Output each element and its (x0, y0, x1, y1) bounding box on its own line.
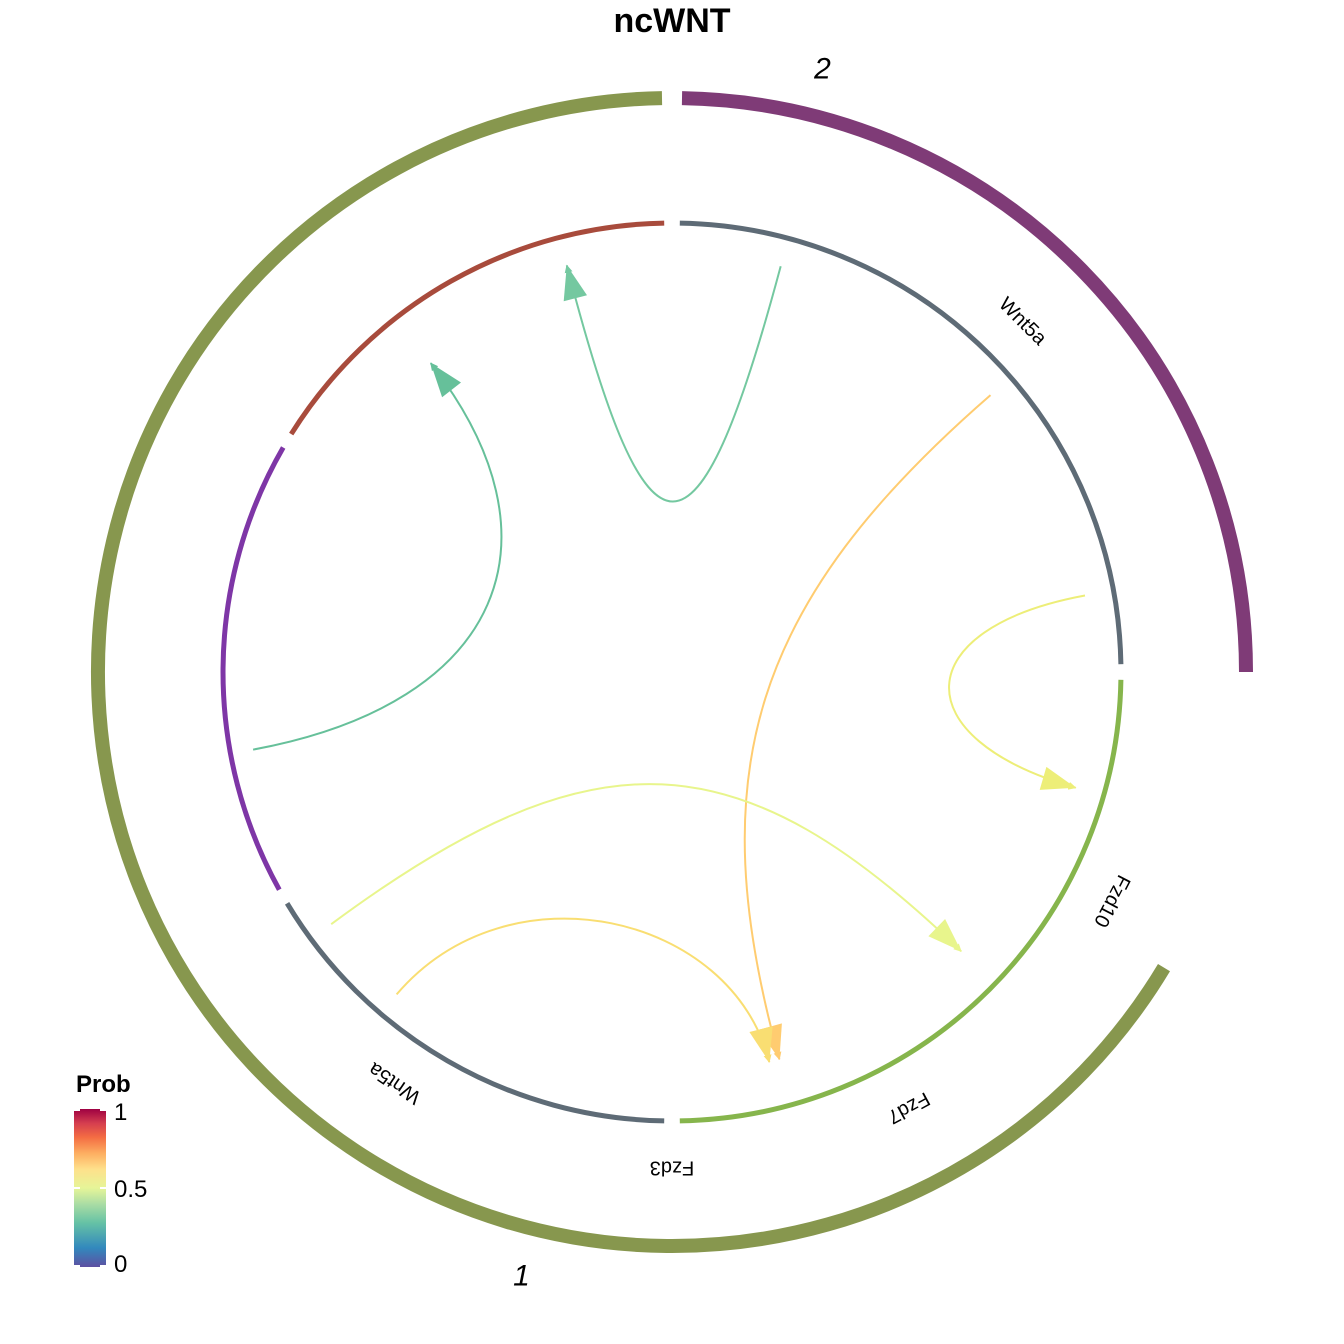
legend-tick-label-mid: 0.5 (114, 1176, 148, 1203)
legend-tick-mark (100, 1109, 106, 1111)
chart-title: ncWNT (613, 2, 731, 40)
group-arc-2 (681, 91, 1253, 673)
link-wnt5a-to-fzd3 (743, 394, 992, 1061)
legend-tick-mark (74, 1109, 80, 1111)
sector-arc-fzd7 (679, 679, 1124, 1124)
link-arrowhead (749, 1026, 773, 1063)
sector-arc-wnt5a (679, 220, 1124, 665)
legend-colorbar (74, 1109, 106, 1267)
group-arc-1 (90, 91, 1170, 1253)
legend-tick-mark (100, 1265, 106, 1267)
legend-tick-mark (74, 1265, 80, 1267)
sector-label-fzd10: Fzd10 (1089, 871, 1134, 930)
link-arrowhead (1039, 766, 1076, 790)
sector-label-fzd7: Fzd7 (884, 1087, 934, 1128)
link-wnt5a-to-fzd7 (252, 362, 503, 751)
link-wnt5a-to-fzd10 (948, 594, 1086, 790)
legend-title: Prob (76, 1071, 131, 1098)
sector-arc-fzd3 (220, 446, 286, 891)
link-wnt5a-to-fzd3 (395, 917, 772, 1063)
link-arrowhead (563, 265, 587, 302)
legend-tick-label-min: 0 (114, 1251, 128, 1278)
legend: Prob 1 0.5 0 (74, 1071, 194, 1278)
sector-arc-wnt5a (284, 902, 665, 1124)
sector-label-wnt5a: Wnt5a (994, 293, 1051, 350)
legend-tick-label-max: 1 (114, 1099, 128, 1126)
group-label-2: 2 (813, 53, 831, 86)
link-wnt5a-to-fzd7 (564, 264, 782, 503)
link-arrowhead (430, 363, 461, 398)
link-arrowhead (928, 919, 962, 952)
legend-tick-mark (74, 1187, 80, 1189)
legend-tick-mark (100, 1187, 106, 1189)
link-wnt5a-to-fzd10 (330, 783, 962, 953)
sector-arc-fzd10 (289, 220, 665, 436)
group-label-1: 1 (513, 1260, 530, 1293)
sector-label-fzd3: Fzd3 (650, 1157, 694, 1179)
sector-label-wnt5a: Wnt5a (364, 1057, 425, 1108)
